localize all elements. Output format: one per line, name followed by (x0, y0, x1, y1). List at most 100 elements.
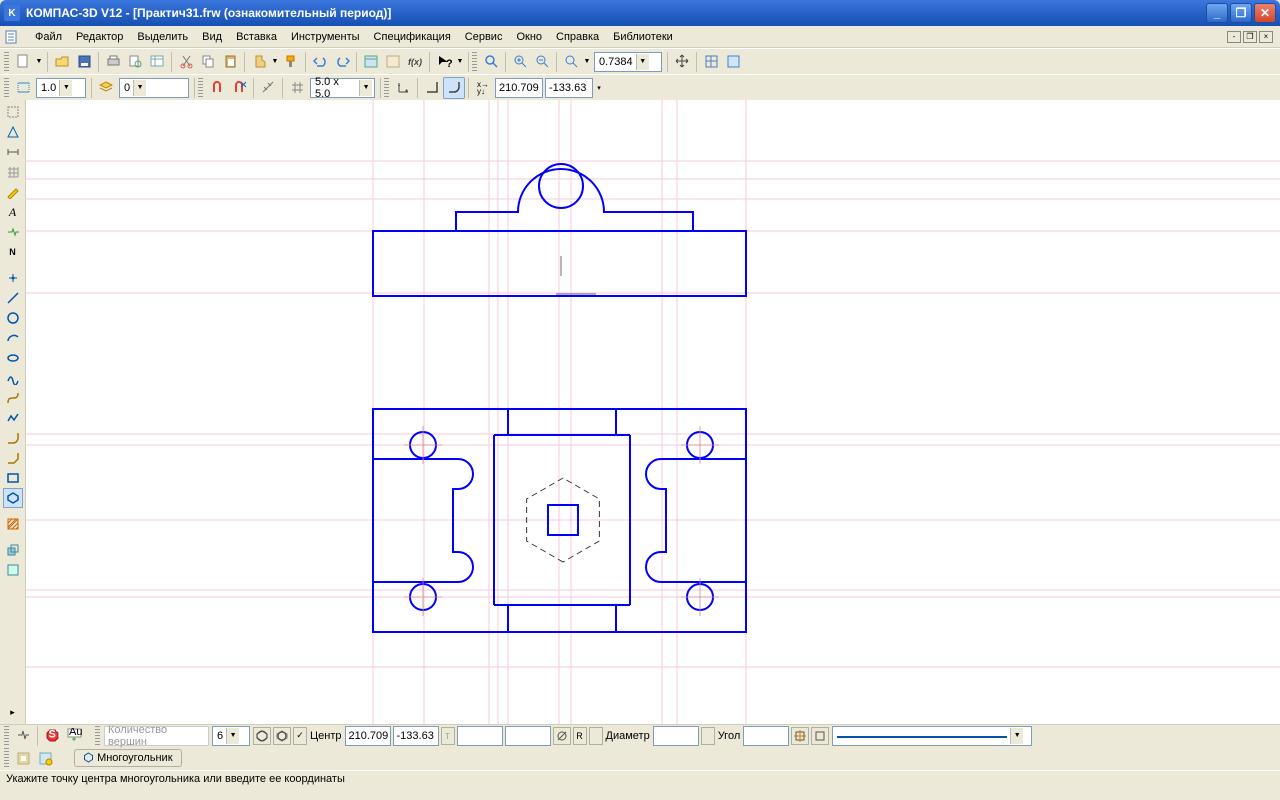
paste-button[interactable] (219, 51, 241, 73)
pan-button[interactable] (671, 51, 693, 73)
grid-combo[interactable]: 5.0 x 5.0▼ (310, 78, 375, 98)
mdi-close-button[interactable]: × (1259, 31, 1273, 43)
auto-button[interactable]: Auto (63, 725, 85, 747)
round-button[interactable] (443, 77, 465, 99)
vtool-ellipse[interactable] (3, 348, 23, 368)
properties-button[interactable] (146, 51, 168, 73)
vtool-params[interactable] (3, 222, 23, 242)
minimize-button[interactable]: _ (1206, 3, 1228, 23)
zoom-in-button[interactable] (509, 51, 531, 73)
center-x-field[interactable]: 210.709 (345, 726, 391, 746)
fx-button[interactable]: f(x) (404, 51, 426, 73)
menu-libraries[interactable]: Библиотеки (606, 29, 680, 45)
mdi-minimize-button[interactable]: - (1227, 31, 1241, 43)
format-paint-button[interactable] (280, 51, 302, 73)
menu-specification[interactable]: Спецификация (367, 29, 458, 45)
vtool-rectangle[interactable] (3, 468, 23, 488)
line-style-combo[interactable]: 1.0▼ (36, 78, 86, 98)
menu-insert[interactable]: Вставка (229, 29, 284, 45)
circumscribed-button[interactable] (273, 727, 291, 745)
grid-button[interactable] (286, 77, 308, 99)
snap-toggle-button[interactable] (206, 77, 228, 99)
vtool-bezier[interactable] (3, 388, 23, 408)
zoom-out-button[interactable] (531, 51, 553, 73)
menu-help[interactable]: Справка (549, 29, 606, 45)
polygon-tab[interactable]: Многоугольник (74, 749, 182, 767)
stop-button[interactable]: STOP (41, 725, 63, 747)
help-cursor-button[interactable]: ? (433, 51, 455, 73)
print-preview-button[interactable] (124, 51, 146, 73)
vtool-polygon[interactable] (3, 488, 23, 508)
radius-mode-button[interactable]: R (573, 727, 587, 745)
variables-button[interactable] (382, 51, 404, 73)
style-final-combo[interactable]: ▼ (832, 726, 1032, 746)
point-y-field[interactable] (505, 726, 551, 746)
coord-drop-button[interactable]: ▾ (594, 77, 604, 99)
line-style-icon[interactable] (12, 77, 34, 99)
save-button[interactable] (73, 51, 95, 73)
zoom-fit-button[interactable] (480, 51, 502, 73)
angle-lock-button[interactable] (701, 727, 715, 745)
new-button[interactable] (12, 51, 34, 73)
zoom-drop-button[interactable]: ▼ (582, 51, 592, 73)
ortho-button[interactable] (421, 77, 443, 99)
format-drop-button[interactable]: ▼ (270, 51, 280, 73)
coord-y-field[interactable]: -133.63 (545, 78, 593, 98)
vtool-chamfer[interactable] (3, 448, 23, 468)
print-button[interactable] (102, 51, 124, 73)
vtool-grid[interactable] (3, 162, 23, 182)
vtool-fillet[interactable] (3, 428, 23, 448)
point-x-field[interactable] (457, 726, 503, 746)
vtool-polyline[interactable] (3, 408, 23, 428)
vtool-select[interactable] (3, 102, 23, 122)
zoom-scale-combo[interactable]: 0.7384▼ (594, 52, 662, 72)
redraw-button[interactable] (700, 51, 722, 73)
open-button[interactable] (51, 51, 73, 73)
vtool-text[interactable]: A (3, 202, 23, 222)
layer-icon[interactable] (95, 77, 117, 99)
redo-button[interactable] (331, 51, 353, 73)
vtool-measure[interactable]: N (3, 242, 23, 262)
layer-combo[interactable]: 0▼ (119, 78, 189, 98)
help-drop-button[interactable]: ▼ (455, 51, 465, 73)
menu-file[interactable]: Файл (28, 29, 69, 45)
vtool-spline[interactable] (3, 368, 23, 388)
menu-tools[interactable]: Инструменты (284, 29, 367, 45)
center-checkbox[interactable]: ✓ (293, 727, 307, 745)
mdi-restore-button[interactable]: ❐ (1243, 31, 1257, 43)
angle-field[interactable] (743, 726, 789, 746)
format-copy-button[interactable] (248, 51, 270, 73)
vtool-edit[interactable] (3, 182, 23, 202)
coord-x-field[interactable]: 210.709 (495, 78, 543, 98)
vtool-geometry[interactable] (3, 122, 23, 142)
dimension-button[interactable] (257, 77, 279, 99)
axes-off-button[interactable] (811, 727, 829, 745)
drawing-canvas[interactable] (26, 100, 1280, 724)
refresh-button[interactable] (722, 51, 744, 73)
point-lock-button[interactable]: т (441, 727, 455, 745)
vtool-line[interactable] (3, 288, 23, 308)
center-y-field[interactable]: -133.63 (393, 726, 439, 746)
copy-button[interactable] (197, 51, 219, 73)
new-drop-button[interactable]: ▼ (34, 51, 44, 73)
zoom-window-button[interactable] (560, 51, 582, 73)
vtool-dimensions[interactable] (3, 142, 23, 162)
cut-button[interactable] (175, 51, 197, 73)
interrupt-button[interactable] (12, 725, 34, 747)
vtool-macro[interactable] (3, 560, 23, 580)
vtool-projection[interactable] (3, 540, 23, 560)
menu-view[interactable]: Вид (195, 29, 229, 45)
undo-button[interactable] (309, 51, 331, 73)
expand-arrow[interactable]: ▸ (3, 702, 23, 722)
panel-settings-button[interactable] (34, 747, 56, 769)
diameter-icon-button[interactable] (553, 727, 571, 745)
menu-select[interactable]: Выделить (130, 29, 195, 45)
diameter-field[interactable] (653, 726, 699, 746)
maximize-button[interactable]: ❐ (1230, 3, 1252, 23)
axes-on-button[interactable] (791, 727, 809, 745)
local-cs-button[interactable] (392, 77, 414, 99)
snap-delete-button[interactable] (228, 77, 250, 99)
vertices-combo[interactable]: 6▼ (212, 726, 250, 746)
vtool-arc[interactable] (3, 328, 23, 348)
manager-button[interactable] (360, 51, 382, 73)
